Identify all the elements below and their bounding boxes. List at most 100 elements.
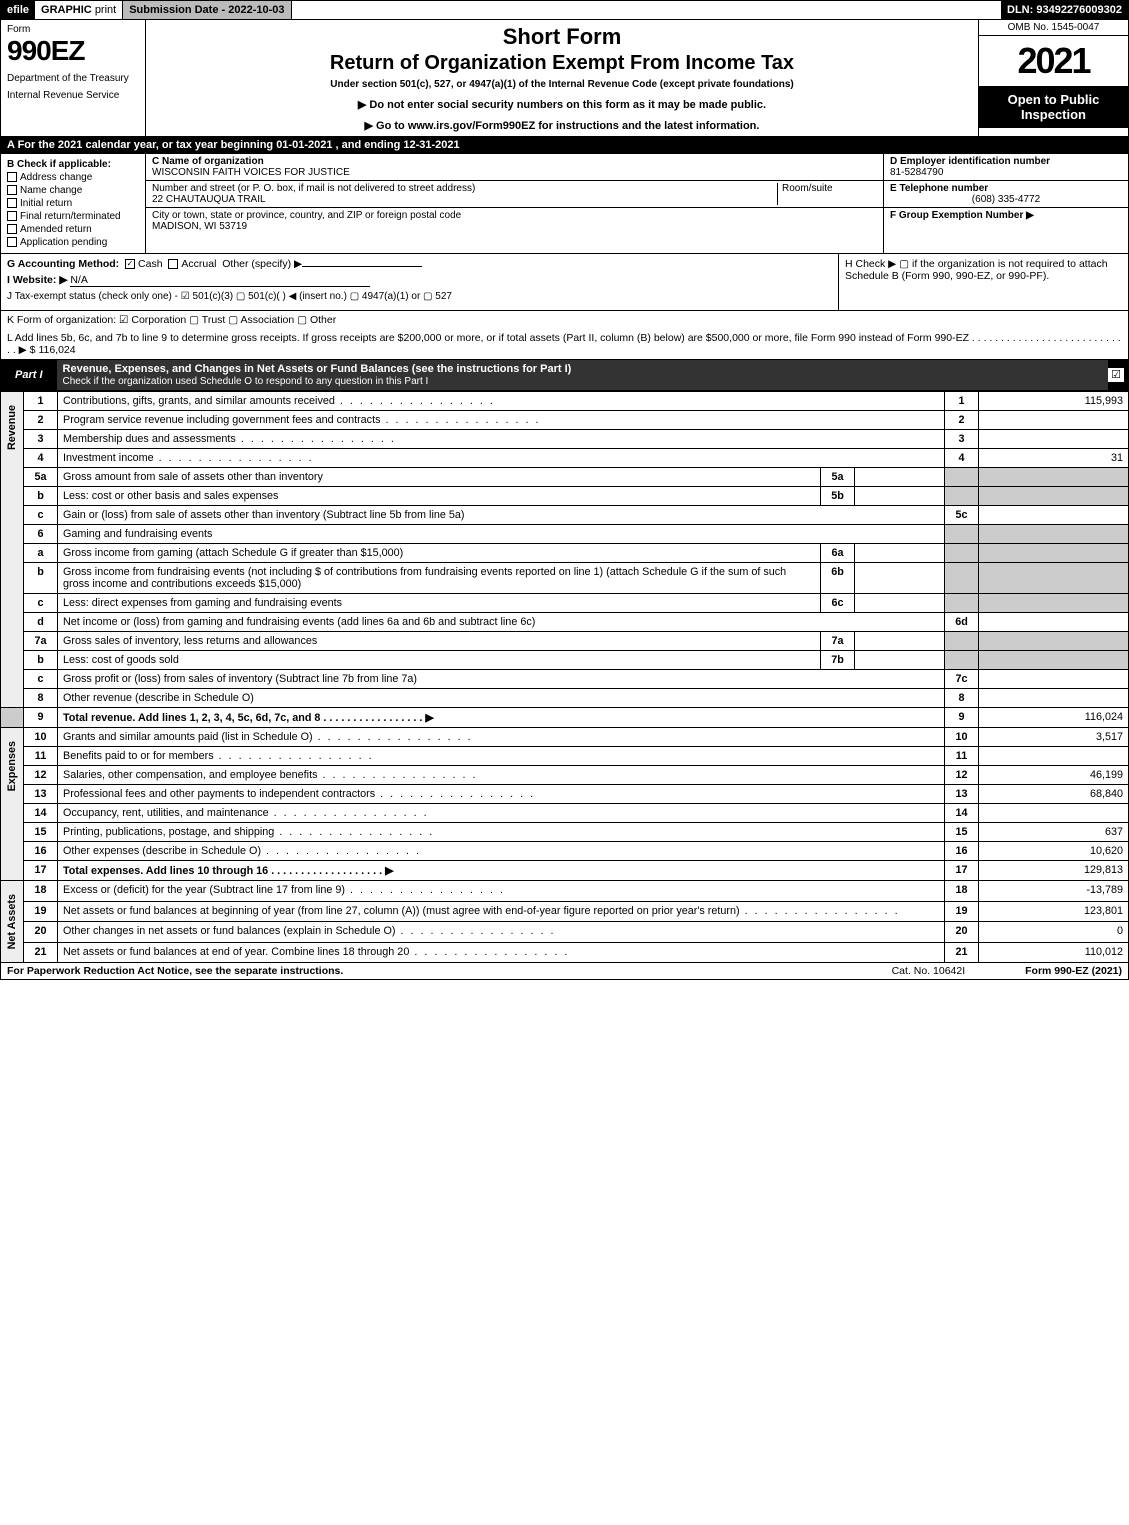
telephone: (608) 335-4772 <box>890 194 1122 205</box>
part-1-label: Part I <box>1 366 57 384</box>
line-17-value: 129,813 <box>979 861 1129 881</box>
tel-label: E Telephone number <box>890 183 1122 194</box>
line-8-num: 8 <box>24 689 58 708</box>
line-1-num: 1 <box>24 392 58 411</box>
line-20-value: 0 <box>979 922 1129 943</box>
gross-receipts: 116,024 <box>38 344 75 356</box>
expenses-side-label: Expenses <box>1 728 24 881</box>
efile-label: efile <box>1 1 35 19</box>
line-12-num: 12 <box>24 766 58 785</box>
section-c: C Name of organization WISCONSIN FAITH V… <box>146 154 883 253</box>
line-3-desc: Membership dues and assessments <box>58 430 945 449</box>
line-19-desc: Net assets or fund balances at beginning… <box>58 901 945 922</box>
line-5a-num: 5a <box>24 468 58 487</box>
org-name: WISCONSIN FAITH VOICES FOR JUSTICE <box>152 167 350 178</box>
room-suite-label: Room/suite <box>777 183 877 205</box>
line-5c-desc: Gain or (loss) from sale of assets other… <box>58 506 945 525</box>
chk-application-pending[interactable]: Application pending <box>7 237 139 248</box>
part-1-check-text: Check if the organization used Schedule … <box>63 376 429 387</box>
line-12-value: 46,199 <box>979 766 1129 785</box>
line-5b-num: b <box>24 487 58 506</box>
line-20-desc: Other changes in net assets or fund bala… <box>58 922 945 943</box>
line-10-desc: Grants and similar amounts paid (list in… <box>58 728 945 747</box>
line-5b-desc: Less: cost or other basis and sales expe… <box>58 487 821 506</box>
line-18-value: -13,789 <box>979 881 1129 902</box>
group-exemption-label: F Group Exemption Number ▶ <box>890 210 1122 221</box>
line-19-num: 19 <box>24 901 58 922</box>
line-4-num: 4 <box>24 449 58 468</box>
line-13-desc: Professional fees and other payments to … <box>58 785 945 804</box>
website: N/A <box>70 274 370 287</box>
line-2-value <box>979 411 1129 430</box>
open-to-public: Open to Public Inspection <box>979 86 1128 128</box>
chk-initial-return[interactable]: Initial return <box>7 198 139 209</box>
line-14-num: 14 <box>24 804 58 823</box>
line-14-desc: Occupancy, rent, utilities, and maintena… <box>58 804 945 823</box>
irs-label: Internal Revenue Service <box>7 90 139 101</box>
line-21-desc: Net assets or fund balances at end of ye… <box>58 942 945 963</box>
line-2-desc: Program service revenue including govern… <box>58 411 945 430</box>
lines-table: Revenue 1 Contributions, gifts, grants, … <box>0 391 1129 963</box>
line-12-desc: Salaries, other compensation, and employ… <box>58 766 945 785</box>
ein-label: D Employer identification number <box>890 156 1122 167</box>
line-10-value: 3,517 <box>979 728 1129 747</box>
line-20-num: 20 <box>24 922 58 943</box>
line-16-desc: Other expenses (describe in Schedule O) <box>58 842 945 861</box>
header-right: OMB No. 1545-0047 2021 Open to Public In… <box>978 20 1128 136</box>
line-7a-subval <box>855 632 945 651</box>
line-7a-desc: Gross sales of inventory, less returns a… <box>58 632 821 651</box>
header-center: Short Form Return of Organization Exempt… <box>146 20 978 136</box>
c-name-label: C Name of organization <box>152 156 264 167</box>
line-16-num: 16 <box>24 842 58 861</box>
street-label: Number and street (or P. O. box, if mail… <box>152 183 475 194</box>
row-h: H Check ▶ ▢ if the organization is not r… <box>838 254 1128 310</box>
line-9-value: 116,024 <box>979 708 1129 728</box>
form-reference: Form 990-EZ (2021) <box>1025 965 1122 977</box>
line-6d-num: d <box>24 613 58 632</box>
line-7b-num: b <box>24 651 58 670</box>
row-a-tax-year: A For the 2021 calendar year, or tax yea… <box>0 137 1129 154</box>
line-5a-subval <box>855 468 945 487</box>
line-7a-num: 7a <box>24 632 58 651</box>
line-16-value: 10,620 <box>979 842 1129 861</box>
print-link[interactable]: print <box>95 4 116 16</box>
chk-name-change[interactable]: Name change <box>7 185 139 196</box>
line-9-desc: Total revenue. Add lines 1, 2, 3, 4, 5c,… <box>58 708 945 728</box>
part-1-header: Part I Revenue, Expenses, and Changes in… <box>0 360 1129 391</box>
chk-address-change[interactable]: Address change <box>7 172 139 183</box>
submission-date: Submission Date - 2022-10-03 <box>123 1 291 19</box>
line-18-desc: Excess or (deficit) for the year (Subtra… <box>58 881 945 902</box>
line-5c-value <box>979 506 1129 525</box>
line-3-num: 3 <box>24 430 58 449</box>
line-6-num: 6 <box>24 525 58 544</box>
line-9-num: 9 <box>24 708 58 728</box>
row-g: G Accounting Method: ✓Cash Accrual Other… <box>7 258 832 270</box>
line-6b-subval <box>855 563 945 594</box>
chk-accrual[interactable] <box>168 259 178 269</box>
other-method-input[interactable] <box>302 266 422 267</box>
line-6b-num: b <box>24 563 58 594</box>
line-2-num: 2 <box>24 411 58 430</box>
line-19-value: 123,801 <box>979 901 1129 922</box>
line-4-desc: Investment income <box>58 449 945 468</box>
line-17-desc: Total expenses. Add lines 10 through 16 … <box>58 861 945 881</box>
b-label: B Check if applicable: <box>7 159 139 170</box>
line-6a-subval <box>855 544 945 563</box>
line-8-value <box>979 689 1129 708</box>
part-1-schedule-o-check[interactable]: ☑ <box>1108 368 1124 382</box>
line-4-value: 31 <box>979 449 1129 468</box>
line-6b-desc: Gross income from fundraising events (no… <box>58 563 821 594</box>
line-11-desc: Benefits paid to or for members <box>58 747 945 766</box>
line-1-desc: Contributions, gifts, grants, and simila… <box>58 392 945 411</box>
chk-amended-return[interactable]: Amended return <box>7 224 139 235</box>
line-6-desc: Gaming and fundraising events <box>58 525 945 544</box>
chk-cash[interactable]: ✓ <box>125 259 135 269</box>
line-6c-desc: Less: direct expenses from gaming and fu… <box>58 594 821 613</box>
chk-final-return[interactable]: Final return/terminated <box>7 211 139 222</box>
line-7c-desc: Gross profit or (loss) from sales of inv… <box>58 670 945 689</box>
line-8-desc: Other revenue (describe in Schedule O) <box>58 689 945 708</box>
line-15-desc: Printing, publications, postage, and shi… <box>58 823 945 842</box>
ein: 81-5284790 <box>890 167 1122 178</box>
line-21-value: 110,012 <box>979 942 1129 963</box>
form-word: Form <box>7 24 139 35</box>
